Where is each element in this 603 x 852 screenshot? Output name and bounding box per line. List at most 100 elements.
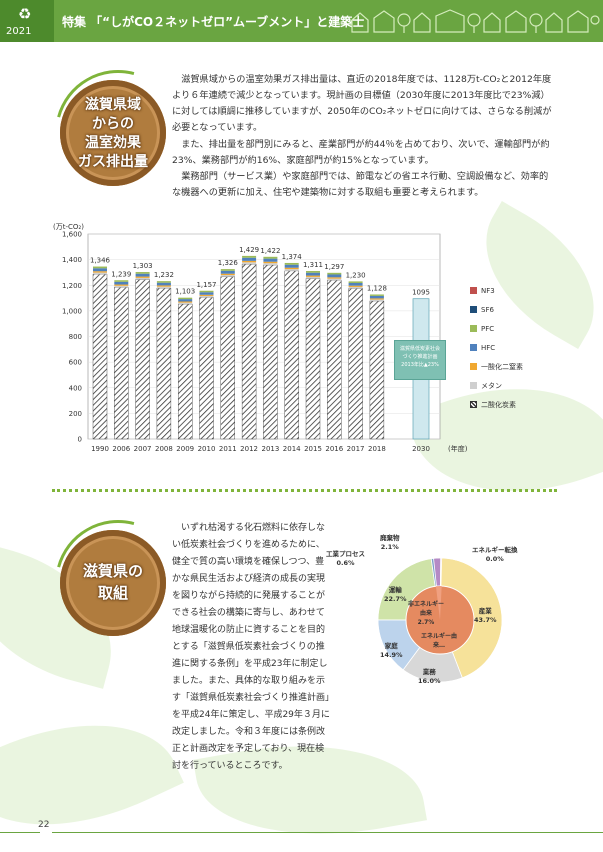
header-bar: ♻ 2021 特集 「“しがCO２ネットゼロ”ムーブメント」と建築士 [0, 0, 603, 42]
bar-pfc [156, 281, 171, 283]
bar-pfc [369, 294, 384, 296]
bar-n2o [178, 301, 193, 303]
pie-label-energy-origin: エネルギー由来… [420, 633, 457, 649]
bar-hfc [156, 282, 171, 286]
section-badge-emissions: 滋賀県域 からの 温室効果 ガス排出量 [60, 80, 166, 186]
y-tick-label: 1,200 [62, 282, 82, 290]
bar-co2 [348, 288, 363, 440]
bar-co2 [327, 280, 342, 440]
bar-methane [369, 299, 384, 301]
pie-label-non-energy: 非エネルギー由来 2.7% [408, 601, 445, 626]
bar-hfc [242, 257, 257, 261]
bar-value-label: 1,297 [324, 263, 344, 271]
feature-title: 特集 「“しがCO２ネットゼロ”ムーブメント」と建築士 [62, 15, 365, 29]
y-tick-label: 200 [69, 410, 82, 418]
badge-line: からの [92, 116, 134, 132]
bar-methane [263, 263, 278, 266]
bar-value-label: 1,429 [239, 246, 259, 254]
bar-hfc [178, 299, 193, 302]
bar-n2o [369, 298, 384, 300]
bar-hfc [199, 292, 214, 295]
legend-swatch [470, 325, 477, 332]
bar-co2 [284, 270, 299, 440]
x-axis-label: (年度) [448, 444, 468, 453]
legend-item: HFC [470, 339, 523, 358]
bar-co2 [177, 303, 193, 440]
x-tick-label: 1990 [91, 445, 109, 453]
bar-hfc [327, 274, 342, 278]
x-tick-label: 2010 [198, 445, 216, 453]
bar-hfc [114, 281, 129, 285]
legend-item: NF3 [470, 282, 523, 301]
bar-co2 [135, 279, 150, 440]
bar-n2o [93, 271, 107, 273]
bar-value-label: 1,374 [282, 253, 303, 261]
bar-methane [348, 286, 363, 289]
pie-label-waste: 廃棄物 2.1% [380, 534, 400, 551]
y-tick-label: 0 [78, 436, 82, 444]
target-line: 2013年比▲23% [401, 362, 439, 368]
x-tick-label: 2011 [219, 445, 237, 453]
bar-n2o [135, 276, 150, 278]
badge-line: 滋賀県の [82, 562, 143, 580]
pie-label-energy-conversion: エネルギー転換 0.0% [472, 546, 518, 563]
bar-value-label: 1,230 [346, 271, 366, 279]
bar-pfc [114, 280, 129, 282]
bar-value-label: 1,311 [303, 261, 323, 269]
bar-pfc [306, 271, 320, 273]
pie-inner-non-energy [435, 586, 442, 620]
legend-swatch [470, 287, 477, 294]
bar-co2 [220, 276, 236, 440]
legend-item: PFC [470, 320, 523, 339]
paragraph: また、排出量を部門別にみると、産業部門が約44％を占めており、次いで、運輸部門が… [172, 139, 550, 166]
bar-hfc [93, 268, 107, 272]
bar-methane [242, 262, 257, 265]
legend-label: 二酸化炭素 [481, 401, 516, 409]
pie-outline [377, 557, 503, 683]
x-tick-label: 2018 [368, 445, 386, 453]
paragraph: 滋賀県域からの温室効果ガス排出量は、直近の2018年度では、1128万t-CO₂… [172, 74, 552, 133]
x-tick-label: 2015 [304, 445, 322, 453]
page-number: 22 [38, 820, 50, 830]
emissions-bar-chart: 1,600 1,400 1,200 1,000 800 600 400 200 0 1,346 19… [62, 231, 468, 454]
bar-co2 [241, 263, 257, 440]
bar-methane [220, 275, 235, 277]
bar-hfc [306, 272, 320, 276]
legend-item: メタン [470, 377, 523, 396]
badge-line: 滋賀県域 [85, 97, 141, 113]
y-tick-label: 1,000 [62, 307, 82, 315]
legend-label: PFC [481, 325, 495, 333]
bar-hfc [135, 273, 150, 277]
x-tick-label: 2013 [261, 445, 279, 453]
bar-co2 [199, 297, 214, 440]
bar-value-label: 1,232 [154, 271, 174, 279]
bar-co2 [114, 287, 129, 440]
recycle-icon: ♻ [18, 5, 32, 23]
x-tick-label: 2017 [347, 445, 365, 453]
legend-swatch [470, 363, 477, 370]
x-tick-label: 2009 [176, 445, 194, 453]
bar-pfc [263, 256, 278, 259]
target-line: 滋賀県低炭素社会 [399, 346, 440, 352]
footer: 22 [0, 812, 603, 852]
legend-swatch [470, 401, 477, 408]
legend-label: メタン [481, 382, 502, 390]
bar-methane [199, 295, 214, 298]
bar-value-label: 1,128 [367, 284, 387, 292]
target-line: づくり推進計画 [402, 354, 438, 360]
section-divider [52, 489, 557, 492]
bar-value-label: 1,326 [218, 259, 239, 267]
legend-swatch [470, 306, 477, 313]
bar-value-label: 1,239 [111, 270, 131, 278]
legend-item: SF6 [470, 301, 523, 320]
badge-line: 温室効果 [85, 135, 141, 151]
x-tick-label: 2006 [112, 445, 130, 453]
bar-hfc [369, 295, 384, 299]
pie-label-transport: 運輸 22.7% [384, 586, 407, 603]
bar-methane [156, 286, 171, 289]
chart-unit-label: (万t-CO₂) [53, 223, 84, 231]
bar-n2o [220, 273, 235, 276]
bar-pfc [284, 262, 299, 265]
sector-pie-chart [377, 557, 503, 683]
